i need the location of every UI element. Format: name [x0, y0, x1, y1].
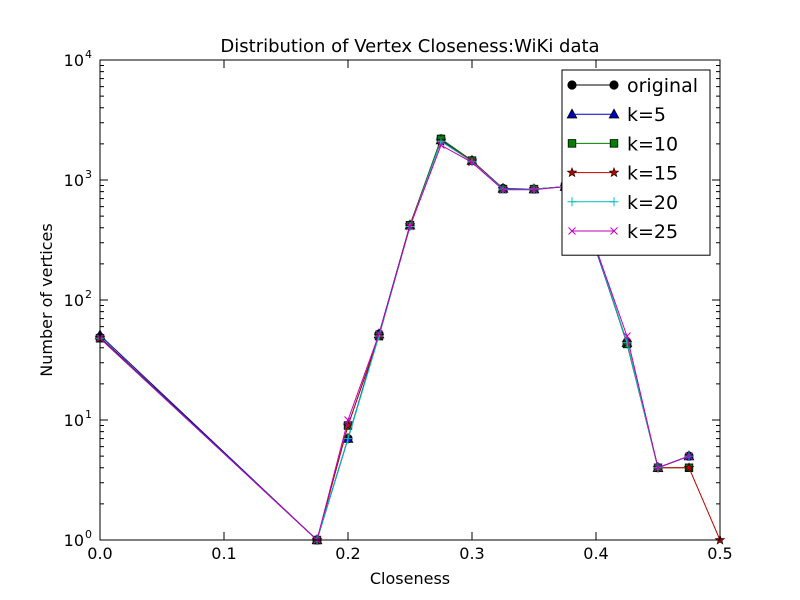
legend-marker: [566, 108, 578, 119]
data-point: [437, 141, 445, 150]
x-tick-label: 0.1: [211, 544, 236, 563]
legend-label: k=20: [627, 192, 678, 214]
legend-item: k=15: [566, 163, 678, 185]
data-point: [468, 158, 476, 167]
y-tick-base: 10: [64, 291, 84, 310]
legend-marker: [567, 139, 577, 148]
legend-marker: [609, 197, 619, 207]
legend-marker: [608, 108, 620, 119]
y-axis-label: Number of vertices: [37, 223, 56, 376]
legend: original k=5 k=10 k=15 k=20 k=25: [561, 69, 711, 256]
data-point: [622, 338, 632, 348]
y-tick-label: 10 2: [64, 288, 92, 310]
data-point: [683, 462, 695, 473]
legend-marker: [608, 166, 620, 178]
data-point: [406, 222, 414, 231]
x-tick-label: 0.5: [707, 544, 732, 563]
y-tick-label: 10 3: [64, 168, 92, 190]
plot-frame: [99, 59, 721, 541]
x-axis-label: Closeness: [370, 569, 450, 588]
y-tick-exponent: 2: [85, 288, 92, 301]
legend-marker: [568, 227, 576, 235]
y-tick-label: 10 0: [64, 528, 92, 550]
y-tick-exponent: 3: [85, 168, 92, 181]
legend-label: k=10: [627, 133, 678, 155]
data-point: [467, 157, 477, 167]
legend-item: k=10: [567, 133, 678, 155]
series-line: [99, 140, 690, 541]
legend-item: original: [567, 75, 698, 97]
y-tick-base: 10: [64, 531, 84, 550]
legend-marker: [567, 197, 577, 207]
legend-label: k=25: [627, 221, 678, 243]
x-tick-label: 0.3: [459, 544, 484, 563]
y-tick-exponent: 0: [85, 528, 92, 541]
legend-marker: [610, 227, 618, 235]
legend-item: k=20: [567, 192, 678, 214]
series-line: [99, 144, 690, 541]
legend-marker: [566, 166, 578, 178]
y-tick-base: 10: [64, 51, 84, 70]
legend-marker: [609, 139, 619, 148]
legend-label: original: [627, 75, 698, 97]
legend-box: [561, 69, 711, 256]
legend-label: k=15: [627, 163, 678, 185]
data-point: [623, 332, 631, 340]
data-point: [343, 434, 353, 444]
x-tick-label: 0.0: [87, 544, 112, 563]
y-tick-label: 10 1: [64, 408, 92, 430]
data-point: [530, 185, 538, 194]
y-tick-exponent: 1: [85, 408, 92, 421]
legend-marker: [567, 80, 577, 90]
x-tick-label: 0.2: [335, 544, 360, 563]
data-point: [375, 330, 383, 338]
y-tick-label: 10 4: [64, 48, 92, 70]
data-point: [499, 185, 507, 194]
y-tick-exponent: 4: [85, 48, 92, 61]
y-tick-base: 10: [64, 171, 84, 190]
legend-marker: [609, 80, 619, 90]
y-tick-base: 10: [64, 411, 84, 430]
x-tick-label: 0.4: [583, 544, 608, 563]
data-point: [342, 419, 354, 431]
legend-item: k=5: [566, 104, 666, 126]
data-point: [344, 416, 352, 424]
data-point: [685, 452, 693, 460]
data-point: [436, 136, 446, 146]
data-point: [654, 463, 662, 472]
legend-item: k=25: [568, 221, 678, 243]
legend-label: k=5: [627, 104, 666, 126]
chart-title: Distribution of Vertex Closeness:WiKi da…: [220, 36, 599, 57]
